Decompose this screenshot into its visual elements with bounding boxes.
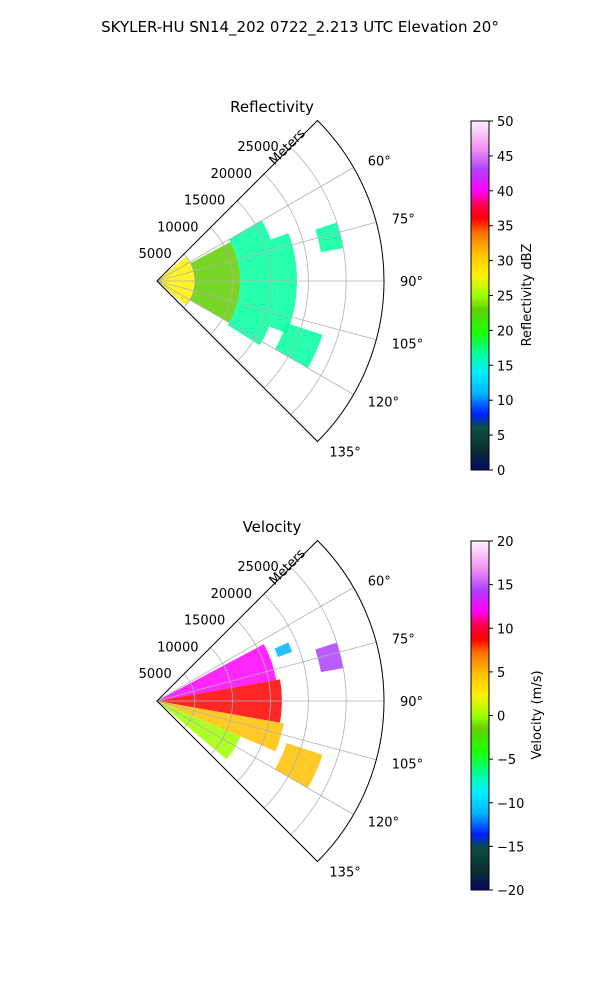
- echo-region: [315, 222, 344, 253]
- reflectivity-panel: Reflectivity 5000 10000 15000 20000 25000 60°…: [139, 98, 535, 479]
- colorbar-tick-label: 0: [497, 710, 505, 725]
- azimuth-tick-label: 60°: [368, 575, 391, 590]
- tick-labels: 5000 10000 15000 20000 25000 60° 75° 90° 105° 120…: [139, 560, 423, 880]
- azimuth-tick-label: 135°: [329, 445, 360, 460]
- colorbar-tick-label: 10: [497, 394, 514, 409]
- colorbar-tick-label: 30: [497, 255, 514, 270]
- colorbar-tick-label: −10: [497, 797, 524, 812]
- azimuth-spoke: [156, 167, 354, 282]
- sector-outline: [156, 539, 385, 863]
- colorbar-gradient: [470, 120, 490, 471]
- panel-title: Velocity: [243, 518, 302, 536]
- echo-region: [157, 701, 284, 752]
- azimuth-tick-label: 90°: [400, 275, 423, 290]
- echo-layer: [157, 642, 344, 789]
- range-tick-label: 15000: [184, 194, 225, 209]
- colorbar-tick-label: −20: [497, 884, 524, 899]
- azimuth-tick-label: 90°: [400, 695, 423, 710]
- azimuth-spoke: [156, 280, 354, 395]
- colorbar: 0 5 10 15 20 25 30 35 40 45 50 Reflectivity dBZ: [470, 115, 535, 479]
- range-tick-label: 25000: [237, 140, 278, 155]
- colorbar-tick-label: −5: [497, 753, 516, 768]
- azimuth-tick-label: 120°: [368, 816, 399, 831]
- range-tick-label: 20000: [211, 587, 252, 602]
- colorbar-tick-label: 25: [497, 290, 514, 305]
- range-tick-label: 15000: [184, 614, 225, 629]
- range-tick-label: 20000: [211, 167, 252, 182]
- echo-region: [315, 642, 344, 673]
- azimuth-spoke: [156, 700, 377, 761]
- azimuth-spoke: [156, 280, 377, 341]
- colorbar-tick-label: 35: [497, 220, 514, 235]
- sector-frame: [156, 539, 385, 863]
- azimuth-spoke: [156, 700, 354, 815]
- azimuth-tick-label: 75°: [392, 213, 415, 228]
- colorbar-tick-label: −15: [497, 840, 524, 855]
- azimuth-spoke: [156, 587, 354, 702]
- range-tick-label: 10000: [157, 220, 198, 235]
- colorbar-tick-label: 10: [497, 622, 514, 637]
- figure-title: SKYLER-HU SN14_202 0722_2.213 UTC Elevat…: [101, 18, 499, 37]
- range-tick-label: 5000: [139, 247, 172, 262]
- azimuth-tick-label: 60°: [368, 155, 391, 170]
- range-tick-label: 10000: [157, 640, 198, 655]
- azimuth-tick-label: 135°: [329, 865, 360, 880]
- echo-region: [274, 642, 293, 658]
- colorbar-label: Velocity (m/s): [530, 670, 545, 759]
- echo-region: [274, 743, 323, 789]
- panel-title: Reflectivity: [230, 98, 314, 116]
- echo-region: [269, 233, 297, 334]
- colorbar-tick-label: 15: [497, 359, 514, 374]
- polar-grid: [156, 146, 384, 442]
- colorbar-tick-label: 5: [497, 666, 505, 681]
- colorbar-ticks: −20 −15 −10 −5 0 5 10 15 20: [489, 535, 524, 899]
- colorbar: −20 −15 −10 −5 0 5 10 15 20 Velocity (m/s): [470, 535, 545, 899]
- colorbar-label: Reflectivity dBZ: [520, 244, 535, 347]
- echo-region: [157, 701, 241, 760]
- azimuth-spoke: [156, 641, 377, 702]
- colorbar-tick-label: 5: [497, 429, 505, 444]
- sector-outline: [156, 119, 385, 443]
- colorbar-tick-label: 15: [497, 579, 514, 594]
- azimuth-tick-label: 75°: [392, 633, 415, 648]
- azimuth-spoke: [156, 221, 377, 282]
- azimuth-tick-label: 120°: [368, 396, 399, 411]
- colorbar-gradient: [470, 540, 490, 891]
- azimuth-tick-label: 105°: [392, 757, 423, 772]
- range-tick-label: 25000: [237, 560, 278, 575]
- colorbar-tick-label: 45: [497, 150, 514, 165]
- velocity-panel: Velocity 5000 10000 15000 20000 25000 60° 75° 9…: [139, 518, 545, 899]
- echo-region: [274, 323, 323, 369]
- colorbar-tick-label: 50: [497, 115, 514, 130]
- echo-region: [157, 644, 277, 701]
- colorbar-ticks: 0 5 10 15 20 25 30 35 40 45 50: [489, 115, 514, 479]
- colorbar-tick-label: 20: [497, 535, 514, 550]
- colorbar-tick-label: 0: [497, 464, 505, 479]
- colorbar-tick-label: 20: [497, 324, 514, 339]
- sector-frame: [156, 119, 385, 443]
- azimuth-tick-label: 105°: [392, 337, 423, 352]
- colorbar-tick-label: 40: [497, 185, 514, 200]
- tick-labels: 5000 10000 15000 20000 25000 60° 75° 90° 105° 120…: [139, 140, 423, 460]
- range-tick-label: 5000: [139, 667, 172, 682]
